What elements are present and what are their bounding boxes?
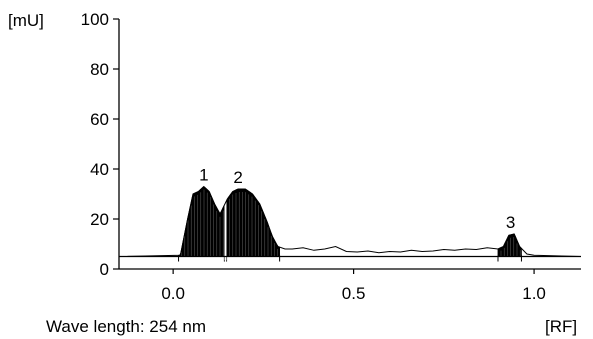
chromatogram-trace	[118, 185, 582, 257]
trace-layer	[118, 185, 582, 258]
y-tick-label: 60	[90, 110, 109, 129]
peak-area-1	[178, 186, 225, 257]
tick-labels: 0 20 40 60 80 100 0.0 0.5 1.0	[81, 10, 546, 303]
peak-label-1: 1	[199, 166, 208, 185]
y-tick-label: 0	[100, 260, 109, 279]
peak-labels: 1 2 3	[199, 166, 515, 233]
y-axis-unit: [mU]	[8, 11, 44, 30]
y-tick-label: 100	[81, 10, 109, 29]
tick-marks	[113, 18, 535, 274]
x-tick-label: 0.0	[161, 284, 185, 303]
peak-area-2	[226, 188, 281, 257]
y-tick-label: 40	[90, 160, 109, 179]
axes	[118, 19, 581, 270]
x-tick-label: 0.5	[342, 284, 366, 303]
peak-areas	[178, 186, 522, 262]
y-tick-label: 20	[90, 210, 109, 229]
y-tick-label: 80	[90, 60, 109, 79]
x-axis-unit: [RF]	[545, 317, 577, 336]
x-tick-label: 1.0	[522, 284, 546, 303]
peak-label-2: 2	[233, 168, 242, 187]
wavelength-caption: Wave length: 254 nm	[46, 317, 206, 336]
peak-label-3: 3	[506, 213, 515, 232]
peak-area-3	[497, 233, 522, 257]
